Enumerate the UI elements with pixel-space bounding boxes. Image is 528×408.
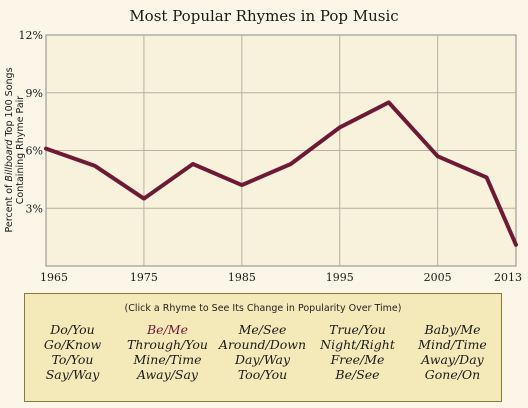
grid: [46, 35, 516, 266]
rhyme-grid: Do/You Be/Me Me/See True/You Baby/Me Go/Know T…: [25, 322, 501, 382]
rhyme-option[interactable]: Day/Way: [234, 352, 291, 367]
rhyme-option[interactable]: Gone/On: [424, 367, 481, 382]
rhyme-option[interactable]: Me/See: [238, 322, 287, 337]
rhyme-option[interactable]: Too/You: [237, 367, 288, 382]
rhyme-option[interactable]: Mind/Time: [418, 337, 487, 352]
y-tick-label: 12%: [19, 29, 43, 42]
rhyme-option[interactable]: Through/You: [127, 337, 208, 352]
x-tick-label: 1975: [130, 271, 158, 284]
y-tick-label: 6%: [26, 145, 43, 158]
x-tick-label: 2005: [424, 271, 452, 284]
x-tick-label: 1985: [228, 271, 256, 284]
rhyme-option[interactable]: Free/Me: [330, 352, 385, 367]
rhyme-option[interactable]: To/You: [51, 352, 94, 367]
rhyme-option[interactable]: Be/Me: [147, 322, 188, 337]
chart-title: Most Popular Rhymes in Pop Music: [129, 7, 398, 25]
instructions-text: (Click a Rhyme to See Its Change in Popu…: [124, 303, 402, 314]
rhyme-option[interactable]: Around/Down: [218, 337, 307, 352]
x-axis-ticks: 1965 1975 1985 1995 2005 2013: [40, 271, 522, 284]
rhyme-option[interactable]: Do/You: [50, 322, 95, 337]
y-axis-label-line-2: Containing Rhyme Pair: [15, 96, 26, 205]
y-axis-label-italic: Billboard: [4, 139, 15, 182]
x-tick-label: 1965: [40, 271, 68, 284]
rhyme-option[interactable]: Be/See: [335, 367, 380, 382]
series-lines: [44, 100, 518, 247]
rhyme-option[interactable]: Mine/Time: [133, 352, 202, 367]
y-tick-label: 3%: [26, 202, 43, 215]
y-axis-label-pre: Percent of: [4, 182, 15, 233]
rhyme-option[interactable]: Away/Day: [421, 352, 484, 367]
series-line-0: [44, 100, 518, 247]
chart: Most Popular Rhymes in Pop Music 3% 6% 9% 1…: [4, 7, 522, 284]
rhyme-option[interactable]: Night/Right: [320, 337, 395, 352]
y-axis-label-post: Top 100 Songs: [4, 67, 15, 139]
x-tick-label: 2013: [494, 271, 522, 284]
rhyme-option[interactable]: Go/Know: [43, 337, 102, 352]
y-axis-ticks: 3% 6% 9% 12%: [19, 29, 43, 215]
rhyme-option[interactable]: Baby/Me: [424, 322, 481, 337]
x-tick-label: 1995: [326, 271, 354, 284]
rhyme-selector-panel: (Click a Rhyme to See Its Change in Popu…: [24, 293, 502, 402]
y-axis-label-line-1: Percent of Billboard Top 100 Songs: [4, 67, 15, 232]
y-tick-label: 9%: [26, 87, 43, 100]
rhyme-option[interactable]: True/You: [329, 322, 386, 337]
rhyme-option[interactable]: Away/Say: [137, 367, 198, 382]
rhyme-option[interactable]: Say/Way: [45, 367, 100, 382]
